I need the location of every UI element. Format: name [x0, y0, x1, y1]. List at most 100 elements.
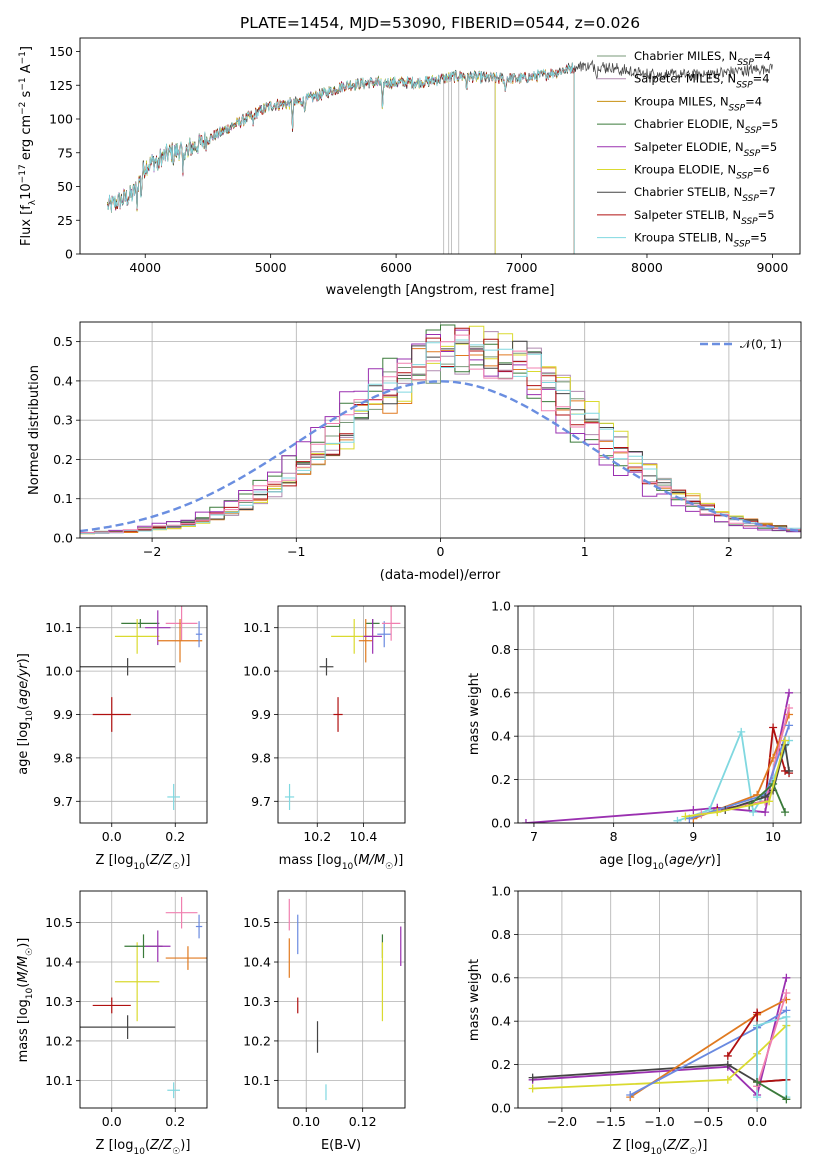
spectrum-series-line: [107, 70, 496, 254]
x-tick-label: 5000: [255, 260, 287, 275]
x-tick-label: −1: [287, 544, 305, 559]
age_vs_mass-axes: [274, 606, 405, 827]
massweight_vs_age-lines: [521, 688, 794, 823]
x-tick-label: 0.0: [747, 1114, 767, 1129]
spectrum-frame: [79, 37, 801, 255]
x-tick-label: 0.2: [165, 829, 185, 844]
point-marker: [761, 808, 770, 817]
x-axis-label: wavelength [Angstrom, rest frame]: [326, 283, 555, 298]
x-tick-label: 0.12: [349, 1114, 377, 1129]
x-axis-label: Z [log10(Z/Z☉)]: [96, 853, 191, 872]
point-marker: [673, 816, 682, 823]
y-tick-label: 0.1: [53, 491, 73, 506]
x-tick-label: −1.5: [596, 1114, 626, 1129]
point-marker: [723, 1060, 732, 1069]
x-tick-label: 0: [437, 544, 445, 559]
point-marker: [785, 703, 794, 712]
point-marker: [769, 723, 778, 732]
legend-label: Kroupa STELIB, NSSP=5: [634, 231, 767, 250]
age_vs_mass-frame: [277, 605, 406, 824]
y-tick-label: 9.7: [53, 794, 73, 809]
y-tick-label: 0.4: [53, 373, 73, 388]
x-tick-label: 8000: [631, 260, 663, 275]
y-tick-label: 0.5: [53, 334, 73, 349]
chart-title: PLATE=1454, MJD=53090, FIBERID=0544, z=0…: [240, 14, 640, 32]
y-tick-label: 10.0: [243, 664, 271, 679]
point-marker: [528, 1084, 537, 1093]
point-marker: [753, 1093, 762, 1102]
y-tick-label: 1.0: [491, 599, 511, 614]
legend-label: Salpeter STELIB, NSSP=5: [634, 208, 775, 227]
point-marker: [723, 1051, 732, 1060]
y-tick-label: 0.3: [53, 413, 73, 428]
x-tick-label: 10: [765, 829, 781, 844]
point-marker: [737, 727, 746, 736]
series-line: [756, 992, 788, 1087]
x-tick-label: 10.2: [303, 829, 331, 844]
y-tick-label: 0.8: [491, 642, 511, 657]
legend-label: Kroupa ELODIE, NSSP=6: [634, 163, 770, 182]
y-axis-label: mass weight: [467, 959, 482, 1041]
y-tick-label: 10.1: [243, 620, 271, 635]
y-axis-label: age [log10(age/yr)]: [16, 653, 35, 775]
y-tick-label: 10.3: [243, 994, 271, 1009]
series-line: [756, 1081, 787, 1101]
y-tick-label: 10.2: [45, 1033, 73, 1048]
mass_vs_Z-axes: [76, 891, 207, 1112]
age_vs_Z-axes: [76, 606, 207, 827]
y-tick-label: 150: [49, 44, 73, 59]
y-tick-label: 0.0: [491, 1101, 511, 1116]
y-tick-label: 0.4: [491, 1014, 511, 1029]
point-marker: [723, 1075, 732, 1084]
y-tick-label: 0.6: [491, 970, 511, 985]
y-tick-label: 50: [57, 179, 73, 194]
spectrum-axes: [76, 51, 773, 258]
y-tick-label: 9.8: [251, 750, 271, 765]
x-tick-label: 6000: [380, 260, 412, 275]
y-tick-label: 0.2: [491, 772, 511, 787]
y-tick-label: 10.0: [45, 664, 73, 679]
x-axis-label: Z [log10(Z/Z☉)]: [96, 1138, 191, 1157]
y-tick-label: 9.8: [53, 750, 73, 765]
spectrum-series-line: [107, 62, 575, 254]
y-tick-label: 10.4: [45, 955, 73, 970]
y-tick-label: 9.9: [53, 707, 73, 722]
mass_vs_Z-points: [80, 896, 207, 1099]
spectrum-series-line: [107, 64, 575, 254]
spectrum-lines: [107, 59, 773, 254]
y-tick-label: 10.4: [243, 955, 271, 970]
y-tick-label: 9.9: [251, 707, 271, 722]
y-tick-label: 100: [49, 112, 73, 127]
y-tick-label: 0: [65, 247, 73, 262]
y-tick-label: 0.4: [491, 729, 511, 744]
x-tick-label: 9000: [756, 260, 788, 275]
x-tick-label: 0.0: [102, 1114, 122, 1129]
x-tick-label: 1: [581, 544, 589, 559]
y-tick-label: 0.2: [53, 452, 73, 467]
point-marker: [681, 812, 690, 821]
point-marker: [782, 973, 791, 982]
legend-label: Kroupa MILES, NSSP=4: [634, 94, 762, 113]
y-tick-label: 0.6: [491, 685, 511, 700]
legend-label: Salpeter ELODIE, NSSP=5: [634, 140, 777, 159]
y-tick-label: 75: [57, 145, 73, 160]
x-axis-label: E(B-V): [321, 1138, 361, 1153]
point-marker: [785, 766, 794, 775]
x-tick-label: 0.10: [292, 1114, 320, 1129]
y-tick-label: 0.8: [491, 927, 511, 942]
x-tick-label: 0.0: [102, 829, 122, 844]
point-marker: [713, 808, 722, 817]
y-tick-label: 0.0: [491, 816, 511, 831]
legend-label: Chabrier MILES, NSSP=4: [634, 49, 771, 68]
y-tick-label: 10.5: [45, 915, 73, 930]
legend-label: 𝒩(0, 1): [740, 337, 782, 351]
x-tick-label: 7000: [506, 260, 538, 275]
x-tick-label: 4000: [129, 260, 161, 275]
y-tick-label: 10.1: [45, 620, 73, 635]
point-marker: [765, 797, 774, 806]
point-marker: [782, 988, 791, 997]
mass_vs_ebv-points: [288, 898, 402, 1101]
y-tick-label: 10.1: [45, 1073, 73, 1088]
x-tick-label: 9: [689, 829, 697, 844]
